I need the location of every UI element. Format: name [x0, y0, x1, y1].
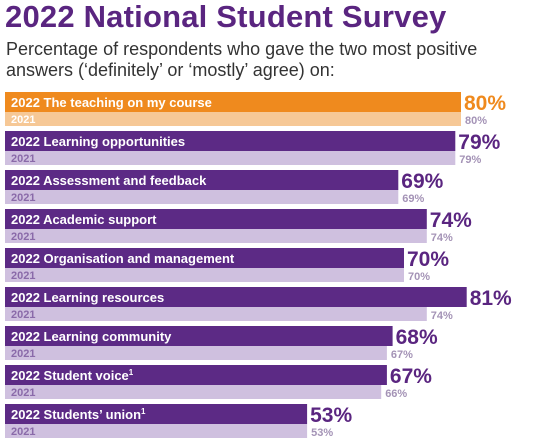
series-label-2022: 2022 [11, 251, 44, 266]
value-2022-6: 81% [470, 287, 512, 310]
bar-2021-9 [5, 424, 308, 438]
series-label-2022: 2022 [11, 368, 44, 383]
bar-2021-8 [5, 385, 382, 399]
footnote-marker: 1 [141, 407, 146, 416]
value-2022-3: 69% [401, 170, 443, 193]
series-label-2022: 2022 [11, 95, 44, 110]
value-2021-2: 79% [459, 154, 481, 166]
category-label-1: 2022 The teaching on my course [11, 95, 212, 110]
chart-subtitle: Percentage of respondents who gave the t… [6, 39, 478, 80]
bar-2021-1 [5, 112, 461, 126]
value-2021-4: 74% [431, 232, 453, 244]
series-label-2021-2: 2021 [11, 153, 35, 165]
category-label-3: 2022 Assessment and feedback [11, 173, 207, 188]
category-name: Students’ union [44, 407, 142, 422]
value-2022-7: 68% [396, 326, 438, 349]
series-label-2021-7: 2021 [11, 348, 35, 360]
value-2021-5: 70% [408, 271, 430, 283]
series-label-2021-6: 2021 [11, 309, 35, 321]
category-label-7: 2022 Learning community [11, 329, 172, 344]
footnote-marker: 1 [129, 368, 134, 377]
category-label-6: 2022 Learning resources [11, 290, 164, 305]
bar-2021-7 [5, 346, 387, 360]
category-label-2: 2022 Learning opportunities [11, 134, 185, 149]
bar-2021-5 [5, 268, 404, 282]
bar-2022-1 [5, 92, 461, 112]
series-label-2022: 2022 [11, 407, 44, 422]
category-name: Student voice [44, 368, 129, 383]
value-2022-9: 53% [310, 404, 352, 427]
category-name: Learning community [44, 329, 173, 344]
series-label-2022: 2022 [11, 329, 44, 344]
value-2022-2: 79% [458, 131, 500, 154]
bar-2022-2 [5, 131, 456, 151]
series-label-2022: 2022 [11, 290, 44, 305]
chart-title: 2022 National Student Survey [5, 0, 447, 34]
bar-2022-4 [5, 209, 427, 229]
category-name: Assessment and feedback [43, 173, 207, 188]
value-2022-5: 70% [407, 248, 449, 271]
category-label-8: 2022 Student voice1 [11, 368, 134, 383]
bar-2022-3 [5, 170, 399, 190]
series-label-2021-4: 2021 [11, 231, 35, 243]
value-2021-9: 53% [311, 427, 333, 439]
series-label-2021-8: 2021 [11, 387, 35, 399]
bar-2021-3 [5, 190, 399, 204]
bar-2021-4 [5, 229, 427, 243]
category-name: The teaching on my course [44, 95, 212, 110]
series-label-2022: 2022 [11, 212, 43, 227]
bar-2022-9 [5, 404, 308, 424]
bar-2021-6 [5, 307, 427, 321]
bar-2021-2 [5, 151, 456, 165]
category-label-9: 2022 Students’ union1 [11, 407, 146, 422]
category-label-5: 2022 Organisation and management [11, 251, 235, 266]
bar-2022-8 [5, 365, 387, 385]
category-name: Academic support [43, 212, 157, 227]
value-2022-8: 67% [390, 365, 432, 388]
value-2021-1: 80% [465, 115, 487, 127]
series-label-2021-3: 2021 [11, 192, 35, 204]
category-name: Learning opportunities [44, 134, 186, 149]
category-name: Organisation and management [44, 251, 235, 266]
value-2021-6: 74% [431, 310, 453, 322]
series-label-2022: 2022 [11, 134, 44, 149]
bar-2022-5 [5, 248, 404, 268]
value-2021-3: 69% [402, 193, 424, 205]
category-name: Learning resources [44, 290, 165, 305]
value-2021-8: 66% [385, 388, 407, 400]
category-label-4: 2022 Academic support [11, 212, 157, 227]
series-label-2021-5: 2021 [11, 270, 35, 282]
bar-2022-7 [5, 326, 393, 346]
value-2021-7: 67% [391, 349, 413, 361]
value-2022-1: 80% [464, 92, 506, 115]
bar-2022-6 [5, 287, 467, 307]
series-label-2021-1: 2021 [11, 114, 35, 126]
series-label-2022: 2022 [11, 173, 43, 188]
value-2022-4: 74% [430, 209, 472, 232]
series-label-2021-9: 2021 [11, 426, 35, 438]
